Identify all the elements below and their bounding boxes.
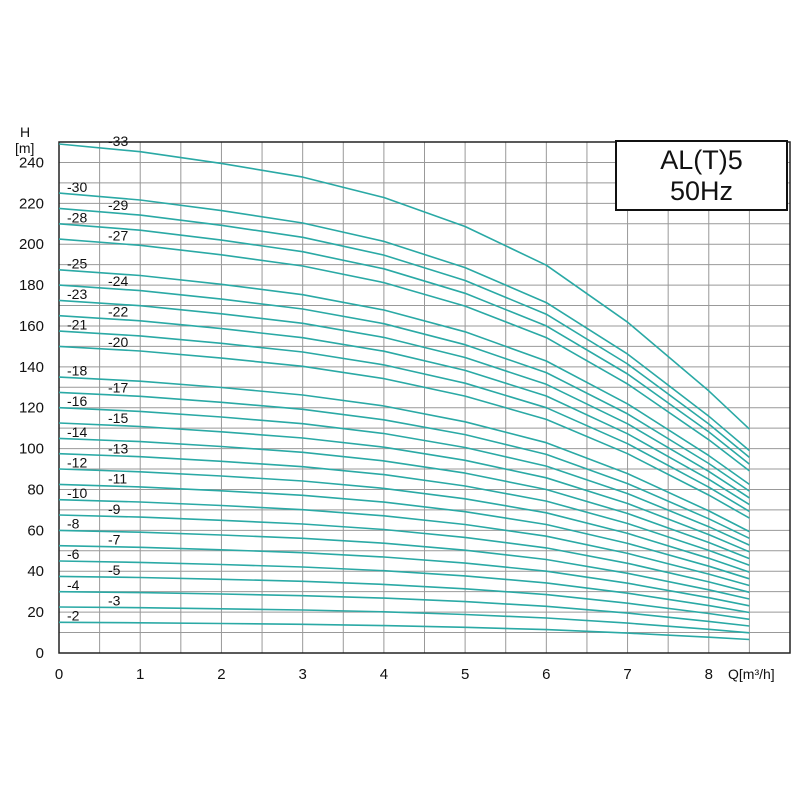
y-tick-label: 220 bbox=[19, 195, 44, 212]
pump-curve bbox=[58, 314, 750, 506]
x-tick-labels: 0 1 2 3 4 5 6 7 8 bbox=[55, 666, 713, 683]
pump-curve bbox=[58, 560, 750, 614]
y-tick-labels: 0 20 40 60 80 100 120 140 160 180 200 220 240 bbox=[19, 154, 44, 662]
curve-label: -10 bbox=[67, 485, 87, 501]
y-tick-label: 100 bbox=[19, 441, 44, 458]
pump-curve bbox=[58, 498, 750, 587]
curve-label: -14 bbox=[67, 424, 87, 440]
pump-curve bbox=[58, 391, 750, 540]
curve-label: -4 bbox=[67, 577, 80, 593]
pump-curve bbox=[58, 143, 750, 430]
curve-label: -22 bbox=[108, 303, 128, 319]
y-tick-label: 120 bbox=[19, 400, 44, 417]
curve-label: -13 bbox=[108, 440, 128, 456]
pump-curve bbox=[58, 606, 750, 634]
curve-label: -2 bbox=[67, 607, 80, 623]
curve-label: -23 bbox=[67, 286, 87, 302]
pump-curve bbox=[58, 192, 750, 452]
y-tick-label: 0 bbox=[36, 645, 44, 662]
curves bbox=[58, 143, 750, 641]
chart-title-box: AL(T)5 50Hz bbox=[615, 140, 788, 211]
curve-label: -5 bbox=[108, 562, 121, 578]
pump-curve bbox=[58, 406, 750, 546]
chart-title-model: AL(T)5 bbox=[660, 145, 743, 175]
y-tick-label: 40 bbox=[27, 563, 44, 580]
y-axis-label-unit: [m] bbox=[15, 140, 34, 156]
curve-label: -15 bbox=[108, 410, 128, 426]
y-tick-label: 180 bbox=[19, 277, 44, 294]
pump-curve bbox=[58, 621, 750, 641]
curve-label: -28 bbox=[67, 210, 87, 226]
pump-curve bbox=[58, 452, 750, 567]
pump-curve bbox=[58, 345, 750, 519]
y-tick-label: 80 bbox=[27, 481, 44, 498]
curve-label: -16 bbox=[67, 393, 87, 409]
pump-curve bbox=[58, 575, 750, 621]
pump-curve bbox=[58, 238, 750, 472]
x-tick-label: 8 bbox=[705, 666, 713, 683]
pump-curve bbox=[58, 514, 750, 594]
curve-label: -27 bbox=[108, 227, 128, 243]
y-tick-label: 140 bbox=[19, 359, 44, 376]
curve-label: -20 bbox=[108, 334, 128, 350]
pump-curve bbox=[58, 437, 750, 560]
curve-label: -12 bbox=[67, 454, 87, 470]
x-tick-label: 6 bbox=[542, 666, 550, 683]
x-tick-label: 7 bbox=[623, 666, 631, 683]
pump-curve bbox=[58, 299, 750, 499]
pump-curve bbox=[58, 207, 750, 459]
chart-title-frequency: 50Hz bbox=[669, 176, 734, 206]
x-tick-label: 2 bbox=[217, 666, 225, 683]
y-tick-label: 200 bbox=[19, 236, 44, 253]
plot-frame bbox=[58, 141, 791, 654]
x-tick-label: 4 bbox=[380, 666, 388, 683]
pump-curve bbox=[58, 376, 750, 533]
pump-curve bbox=[58, 269, 750, 486]
curve-label: -8 bbox=[67, 516, 80, 532]
pump-curve bbox=[58, 223, 750, 465]
y-tick-label: 60 bbox=[27, 522, 44, 539]
curve-label: -25 bbox=[67, 256, 87, 272]
curve-label: -18 bbox=[67, 363, 87, 379]
curve-label: -24 bbox=[108, 273, 128, 289]
pump-curve bbox=[58, 483, 750, 580]
pump-curve bbox=[58, 544, 750, 607]
x-tick-label: 0 bbox=[55, 666, 63, 683]
y-axis-label-h: H bbox=[20, 124, 30, 140]
curve-labels: -2 -3 -4 -5 -6 -7 -8 -9 -10 -11 -12 -13 -14 -15 -16 -17… bbox=[67, 133, 128, 623]
curve-label: -9 bbox=[108, 501, 121, 517]
curve-label: -33 bbox=[108, 133, 128, 149]
y-tick-label: 240 bbox=[19, 154, 44, 171]
curve-label: -30 bbox=[67, 179, 87, 195]
curve-label: -7 bbox=[108, 532, 121, 548]
pump-curve bbox=[58, 529, 750, 600]
curve-label: -11 bbox=[108, 471, 127, 487]
curve-label: -29 bbox=[108, 197, 128, 213]
y-tick-label: 160 bbox=[19, 318, 44, 335]
curve-label: -17 bbox=[108, 379, 128, 395]
pump-curve bbox=[58, 330, 750, 513]
pump-curve bbox=[58, 422, 750, 553]
curve-label: -21 bbox=[67, 317, 87, 333]
pump-curve bbox=[58, 284, 750, 492]
pump-curve bbox=[58, 590, 750, 627]
x-tick-label: 3 bbox=[298, 666, 306, 683]
x-axis-label: Q[m³/h] bbox=[728, 666, 775, 682]
x-tick-label: 5 bbox=[461, 666, 469, 683]
curve-label: -6 bbox=[67, 546, 80, 562]
x-tick-label: 1 bbox=[136, 666, 144, 683]
curve-label: -3 bbox=[108, 592, 121, 608]
y-tick-label: 20 bbox=[27, 604, 44, 621]
pump-curve bbox=[58, 468, 750, 573]
